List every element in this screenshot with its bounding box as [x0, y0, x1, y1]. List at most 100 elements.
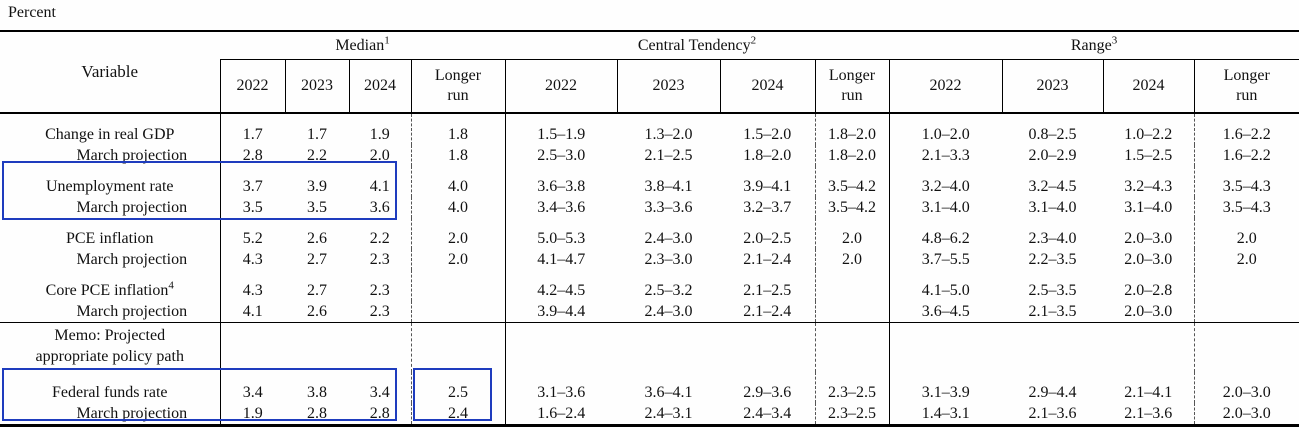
value-cell: 2.3	[369, 302, 390, 320]
column-header-year: 2023	[284, 59, 349, 114]
label-text: Central Tendency	[637, 36, 751, 54]
value-cell: 1.3–2.0	[644, 125, 693, 143]
label-text: Median	[335, 36, 385, 54]
table-row: March projection 3.5 3.5 3.6 4.0 3.4–3.6 3.3–3…	[0, 197, 1299, 218]
value-cell: 2.1–3.5	[1028, 302, 1077, 320]
value-cell	[1103, 322, 1195, 372]
memo-row: Memo: Projected appropriate policy path	[0, 322, 1299, 372]
variable-label: Unemployment rate	[0, 166, 220, 197]
value-cell: 2.2	[369, 229, 390, 247]
value-cell	[1002, 322, 1104, 372]
table-row: PCE inflation 5.2 2.6 2.2 2.0 5.0–5.3 2.4–3.0 2…	[0, 218, 1299, 249]
value-cell: 4.3	[219, 270, 285, 301]
value-cell: 4.1–4.7	[504, 249, 617, 270]
value-cell: 2.0	[369, 146, 390, 164]
value-cell: 1.7	[307, 125, 327, 143]
value-cell: 2.4	[410, 403, 505, 426]
value-cell: 2.3	[369, 250, 390, 268]
value-cell: 2.2–3.5	[1028, 250, 1077, 268]
table-row: Core PCE inflation4 4.3 2.7 2.3 4.2–4.5 2.5–3…	[0, 270, 1299, 301]
value-cell: 2.0–3.0	[1124, 250, 1173, 268]
value-cell: 2.5–3.2	[644, 281, 693, 299]
value-cell: 1.8–2.0	[743, 146, 792, 164]
column-header-year: 2022	[504, 59, 617, 114]
column-header-year: 2022	[219, 59, 285, 114]
label-text: Change in real GDP	[45, 125, 175, 143]
header-year-row: 2022 2023 2024 Longer run 2022 2023 2024 Longer…	[0, 59, 1299, 114]
value-cell: 2.3–3.0	[644, 250, 693, 268]
table-row: Federal funds rate 3.4 3.8 3.4 2.5 3.1–3.6 3.6…	[0, 372, 1299, 403]
value-cell	[617, 322, 720, 372]
value-cell: 5.0–5.3	[504, 218, 617, 249]
label-text: Federal funds rate	[51, 383, 168, 401]
column-header-variable: Variable	[0, 31, 220, 114]
value-cell	[720, 322, 815, 372]
value-cell: 3.1–4.0	[888, 197, 1003, 218]
value-cell	[814, 301, 890, 323]
label-text: March projection	[76, 404, 188, 422]
value-cell: 2.8	[219, 145, 285, 166]
label-text: March projection	[76, 146, 188, 164]
value-cell: 3.2–4.3	[1124, 177, 1173, 195]
variable-label: March projection	[0, 249, 220, 270]
label-text: PCE inflation	[65, 229, 154, 247]
section-header-central-tendency: Central Tendency2	[505, 31, 890, 60]
table-row: March projection 4.3 2.7 2.3 2.0 4.1–4.7 2.3–3…	[0, 249, 1299, 270]
column-header-longer-run: Longer run	[1193, 59, 1299, 114]
value-cell: 2.0–2.9	[1028, 146, 1077, 164]
value-cell: 1.9	[369, 125, 390, 143]
value-cell: 3.6	[369, 198, 390, 216]
value-cell	[410, 322, 505, 372]
value-cell: 4.0	[410, 197, 505, 218]
value-cell: 2.1–2.5	[644, 146, 693, 164]
value-cell	[1193, 322, 1299, 372]
value-cell: 3.2–4.5	[1028, 177, 1077, 195]
table-row: March projection 4.1 2.6 2.3 3.9–4.4 2.4–3.0 2…	[0, 301, 1299, 323]
value-cell: 1.7	[219, 113, 285, 145]
value-cell: 2.4–3.0	[644, 229, 693, 247]
value-cell: 2.1–3.6	[1028, 404, 1077, 422]
value-cell	[285, 322, 349, 372]
value-cell: 4.1	[369, 177, 390, 195]
column-header-year: 2023	[1001, 59, 1104, 114]
value-cell: 1.8	[410, 113, 505, 145]
value-cell: 3.7	[219, 166, 285, 197]
value-cell: 2.2	[307, 146, 327, 164]
variable-label: March projection	[0, 197, 220, 218]
value-cell: 2.3–2.5	[814, 372, 890, 403]
value-cell: 1.6–2.2	[1193, 113, 1299, 145]
value-cell: 2.5–3.0	[504, 145, 617, 166]
variable-label: Change in real GDP	[0, 113, 220, 145]
variable-label: Core PCE inflation4	[0, 270, 220, 301]
value-cell: 3.5–4.2	[814, 197, 890, 218]
table-row: Change in real GDP 1.7 1.7 1.9 1.8 1.5–1.9 1.3…	[0, 113, 1299, 145]
value-cell: 3.4	[369, 383, 390, 401]
value-cell: 2.1–3.3	[888, 145, 1003, 166]
label-text: Variable	[81, 62, 139, 81]
value-cell: 2.3–2.5	[814, 403, 890, 426]
value-cell: 3.9–4.4	[504, 301, 617, 323]
value-cell: 3.1–3.6	[504, 372, 617, 403]
table-row: March projection 2.8 2.2 2.0 1.8 2.5–3.0 2.1–2…	[0, 145, 1299, 166]
value-cell: 1.0–2.2	[1124, 125, 1173, 143]
units-label: Percent	[8, 4, 56, 21]
variable-label: March projection	[0, 403, 220, 426]
section-header-range: Range3	[889, 31, 1299, 60]
value-cell	[349, 322, 411, 372]
value-cell: 1.5–1.9	[504, 113, 617, 145]
value-cell	[504, 322, 617, 372]
value-cell: 1.5–2.5	[1124, 146, 1173, 164]
value-cell: 2.0	[1193, 249, 1299, 270]
value-cell: 2.0–2.5	[743, 229, 792, 247]
label-text: Core PCE inflation	[45, 281, 169, 299]
variable-label: Memo: Projected appropriate policy path	[0, 322, 220, 372]
value-cell: 2.8	[307, 404, 327, 422]
value-cell: 2.1–3.6	[1124, 404, 1173, 422]
value-cell: 2.0–3.0	[1124, 229, 1173, 247]
value-cell: 3.5–4.3	[1193, 197, 1299, 218]
value-cell: 3.2–4.0	[888, 166, 1003, 197]
value-cell: 2.6	[307, 302, 327, 320]
value-cell: 3.6–3.8	[504, 166, 617, 197]
value-cell: 2.5	[410, 372, 505, 403]
